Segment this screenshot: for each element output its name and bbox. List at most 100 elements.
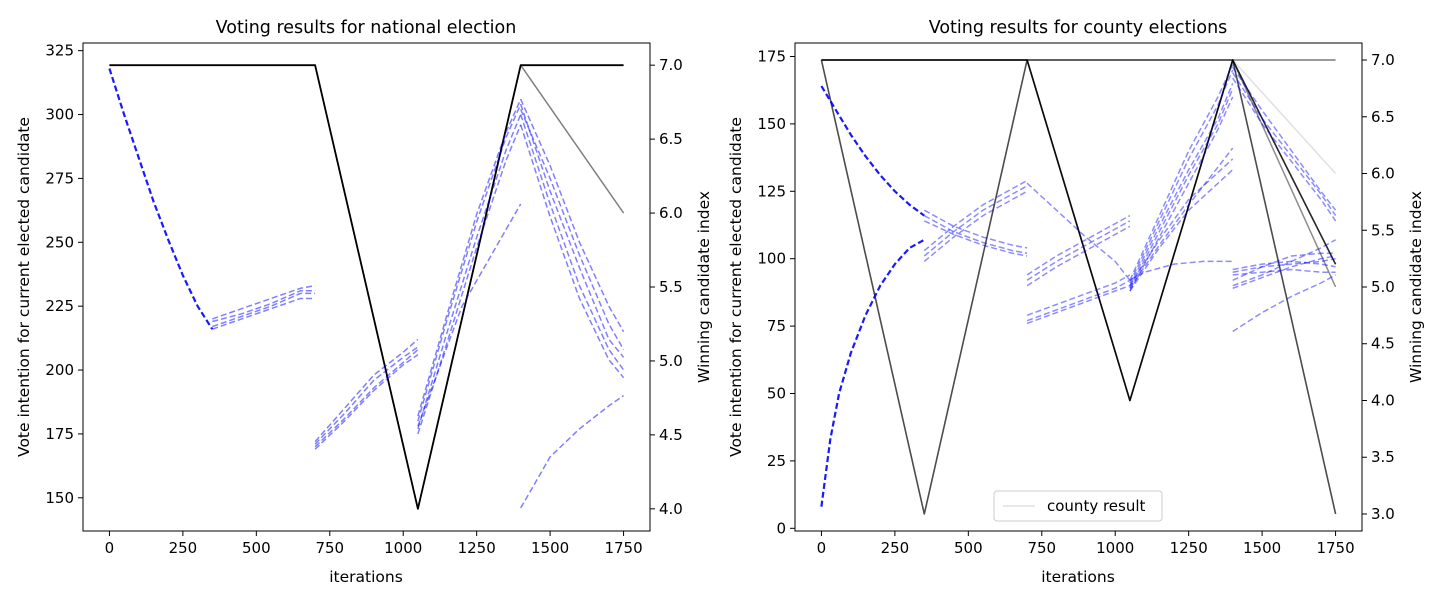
x-axis-label: iterations [1041, 568, 1115, 586]
series-layer [108, 64, 625, 510]
x-tick-label: 500 [242, 539, 271, 557]
x-tick-label: 750 [1027, 539, 1056, 557]
y-axis-label-right: Winning candidate index [695, 191, 713, 383]
legend-box [993, 490, 1163, 522]
vote-intention-line [820, 238, 925, 507]
y-tick-label-left: 0 [776, 519, 786, 537]
vote-intention-line [314, 354, 419, 450]
x-tick-label: 1750 [1316, 539, 1354, 557]
y-tick-label-right: 5.5 [1371, 221, 1395, 239]
y-tick-label-left: 325 [45, 42, 74, 60]
vote-intention-line [314, 349, 419, 448]
series-layer [820, 59, 1337, 515]
vote-intention-line [1232, 274, 1336, 333]
x-tick-label: 1000 [1096, 539, 1134, 557]
chart-title: Voting results for national election [216, 18, 517, 38]
y-tick-label-left: 150 [757, 115, 786, 133]
y-tick-label-right: 6.0 [659, 204, 683, 222]
y-tick-label-right: 3.5 [1371, 448, 1395, 466]
x-tick-label: 1250 [458, 539, 496, 557]
y-tick-label-right: 4.5 [659, 426, 683, 444]
y-axis-label-left: Vote intention for current elected candi… [727, 117, 745, 457]
winner-index-line [109, 64, 624, 510]
vote-intention-line [923, 220, 1028, 257]
y-tick-label-left: 225 [45, 297, 74, 315]
vote-intention-line [1026, 214, 1131, 276]
y-tick-label-left: 25 [767, 452, 786, 470]
vote-intention-line [1129, 96, 1234, 292]
vote-intention-line [1129, 69, 1234, 284]
y-tick-label-right: 4.0 [659, 500, 683, 518]
vote-intention-line [212, 292, 316, 328]
vote-intention-line [1026, 279, 1131, 322]
legend: county result [993, 490, 1163, 522]
y-tick-label-right: 6.5 [1371, 108, 1395, 126]
y-tick-label-left: 250 [45, 233, 74, 251]
vote-intention-line [1232, 239, 1336, 287]
vote-intention-line [1232, 255, 1336, 290]
x-tick-label: 1250 [1170, 539, 1208, 557]
x-tick-label: 1500 [531, 539, 569, 557]
vote-intention-line [1129, 147, 1234, 289]
y-tick-label-left: 275 [45, 169, 74, 187]
vote-intention-line [417, 114, 522, 430]
y-tick-label-right: 7.0 [1371, 51, 1395, 69]
y-tick-label-right: 6.5 [659, 130, 683, 148]
vote-intention-line [519, 104, 625, 358]
vote-intention-line [1026, 284, 1131, 325]
vote-intention-line [108, 68, 214, 330]
x-tick-label: 750 [315, 539, 344, 557]
x-tick-label: 250 [169, 539, 198, 557]
vote-intention-line [923, 209, 1028, 249]
vote-intention-line [212, 290, 316, 323]
x-tick-label: 0 [105, 539, 115, 557]
vote-intention-line [1129, 83, 1234, 287]
y-tick-label-right: 6.0 [1371, 165, 1395, 183]
vote-intention-line [1232, 66, 1337, 211]
x-tick-label: 1000 [384, 539, 422, 557]
vote-intention-line [1232, 260, 1336, 271]
vote-intention-line [1026, 274, 1131, 317]
vote-intention-line [417, 103, 522, 422]
vote-intention-line [923, 185, 1028, 257]
y-tick-label-right: 4.5 [1371, 335, 1395, 353]
ticks-layer: 0 250 500 750 1000 1250 1500 1750 150 175 200 225 25… [45, 42, 683, 557]
vote-intention-line [212, 297, 316, 330]
y-axis-label-right: Winning candidate index [1407, 191, 1425, 383]
x-axis-label: iterations [329, 568, 403, 586]
vote-intention-line [1129, 158, 1234, 287]
vote-intention-line [417, 98, 522, 417]
vote-intention-line [1232, 257, 1336, 273]
y-tick-label-left: 75 [767, 317, 786, 335]
vote-intention-line [520, 98, 625, 333]
vote-intention-line [1232, 252, 1336, 281]
x-tick-label: 250 [881, 539, 910, 557]
y-tick-label-right: 5.0 [659, 352, 683, 370]
vote-intention-line [923, 190, 1028, 262]
vote-intention-line [212, 284, 316, 320]
vote-intention-line [923, 214, 1028, 255]
vote-intention-line [417, 203, 522, 427]
y-tick-label-right: 4.0 [1371, 391, 1395, 409]
y-tick-label-right: 5.5 [659, 278, 683, 296]
plot-frame [794, 42, 1363, 532]
vote-intention-line [1129, 260, 1233, 281]
x-tick-label: 1750 [604, 539, 642, 557]
plot-frame [82, 42, 651, 532]
legend-entry-label: county result [1047, 497, 1146, 515]
y-tick-label-left: 175 [757, 47, 786, 65]
winner-index-line [821, 59, 1337, 402]
ticks-layer: 0 250 500 750 1000 1250 1500 1750 0 25 50 75 100 125 1… [757, 47, 1395, 557]
vote-intention-line [820, 85, 925, 217]
vote-intention-line [519, 114, 625, 371]
y-tick-label-left: 100 [757, 250, 786, 268]
vote-intention-line [923, 179, 1028, 252]
vote-intention-line [520, 109, 625, 350]
vote-intention-line [1232, 268, 1336, 276]
vote-intention-line [314, 346, 419, 445]
vote-intention-line [519, 124, 625, 379]
x-tick-label: 500 [954, 539, 983, 557]
y-tick-label-left: 125 [757, 182, 786, 200]
